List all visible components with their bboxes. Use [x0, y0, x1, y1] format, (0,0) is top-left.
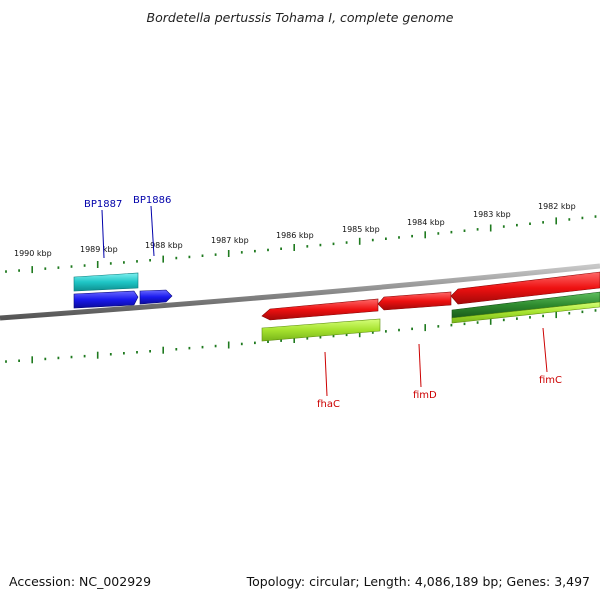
kbp-label-1984: 1984 kbp	[407, 218, 445, 227]
map-title: Bordetella pertussis Tohama I, complete …	[146, 10, 454, 25]
gene-fimd-feature[interactable]	[377, 291, 452, 311]
kbp-label-1985: 1985 kbp	[342, 225, 380, 234]
gene-bp1886-feature-a[interactable]	[73, 290, 139, 309]
kbp-label-1986: 1986 kbp	[276, 231, 314, 240]
leader-fhac	[324, 351, 328, 397]
leader-fimc	[542, 327, 548, 373]
gene-label-fimd[interactable]: fimD	[413, 390, 437, 401]
gene-fimc-feature[interactable]	[450, 271, 600, 305]
kbp-label-1982: 1982 kbp	[538, 202, 576, 211]
upper-tick-scale	[5, 215, 597, 274]
kbp-label-1987: 1987 kbp	[211, 236, 249, 245]
gene-label-fimc[interactable]: fimC	[539, 375, 562, 386]
dark-green-feature	[451, 291, 600, 319]
gene-label-fhac[interactable]: fhaC	[317, 399, 340, 410]
gene-label-bp1887[interactable]: BP1887	[84, 199, 122, 210]
kbp-label-1990: 1990 kbp	[14, 249, 52, 258]
genome-summary-text: Topology: circular; Length: 4,086,189 bp…	[246, 574, 590, 589]
leader-bp1886	[150, 205, 155, 257]
leader-fimd	[418, 343, 422, 388]
kbp-label-1988: 1988 kbp	[145, 241, 183, 250]
lime-feature-1	[261, 318, 381, 342]
lime-feature-2	[451, 301, 600, 324]
kbp-label-1983: 1983 kbp	[473, 210, 511, 219]
gene-fhac-feature[interactable]	[261, 298, 379, 321]
gene-bp1887-feature[interactable]	[73, 272, 139, 292]
accession-text: Accession: NC_002929	[9, 574, 152, 589]
gene-bp1886-feature[interactable]	[139, 289, 173, 305]
leader-bp1887	[101, 209, 105, 259]
kbp-label-1989: 1989 kbp	[80, 245, 118, 254]
gene-label-bp1886[interactable]: BP1886	[133, 195, 171, 206]
genome-backbone	[0, 263, 600, 321]
